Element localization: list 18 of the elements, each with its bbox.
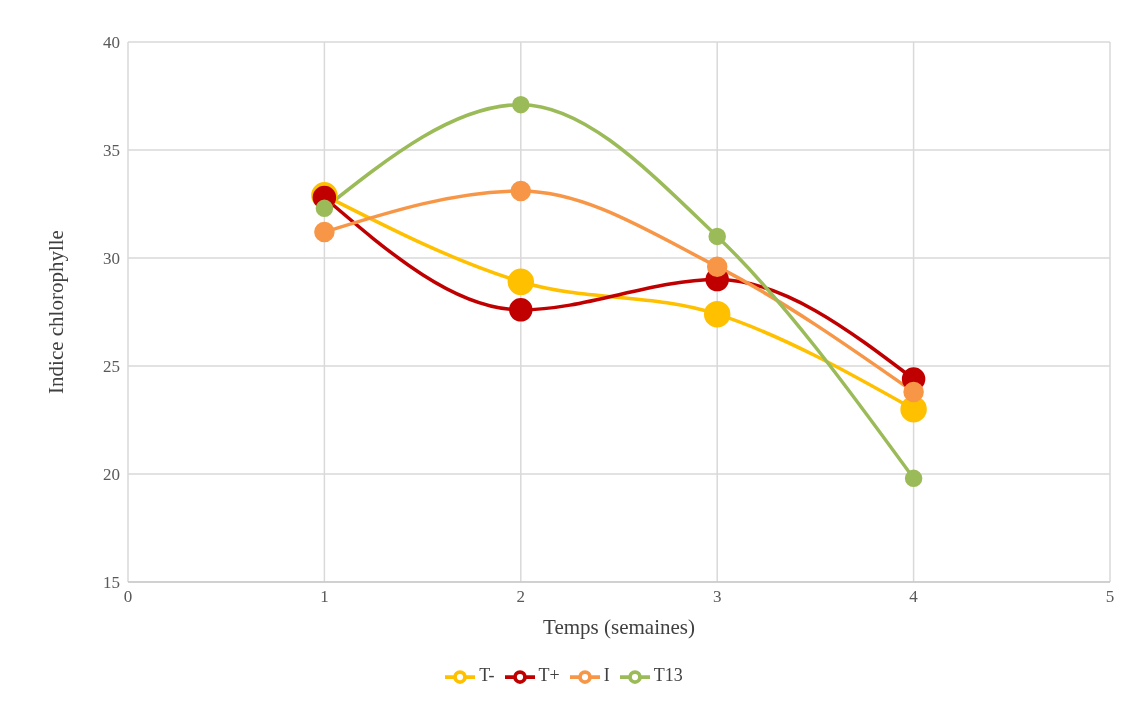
y-tick-label: 30 (103, 249, 120, 269)
y-tick-label: 35 (103, 141, 120, 161)
x-tick-label: 1 (320, 587, 329, 607)
x-tick-label: 4 (909, 587, 919, 607)
x-tick-label: 5 (1105, 587, 1115, 607)
legend-label: T+ (538, 665, 560, 686)
legend-label: I (603, 665, 610, 686)
y-axis-title: Indice chlorophylle (44, 230, 69, 394)
x-tick-label: 0 (123, 587, 133, 607)
legend-label: T- (479, 665, 495, 686)
x-axis-title: Temps (semaines) (543, 615, 695, 639)
y-tick-label: 15 (103, 573, 120, 593)
x-tick-label: 3 (712, 587, 722, 607)
y-tick-label: 20 (103, 465, 120, 485)
x-tick-label: 2 (516, 587, 526, 607)
y-tick-label: 40 (103, 33, 120, 53)
legend-label: T13 (653, 665, 683, 686)
y-tick-label: 25 (103, 357, 120, 377)
